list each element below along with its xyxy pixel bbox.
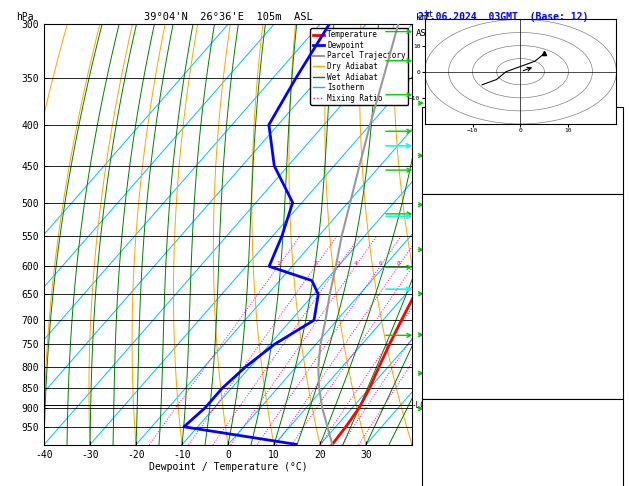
Text: 14.7: 14.7 bbox=[594, 263, 616, 272]
Text: 22.6: 22.6 bbox=[594, 234, 616, 243]
Legend: Temperature, Dewpoint, Parcel Trajectory, Dry Adiabat, Wet Adiabat, Isotherm, Mi: Temperature, Dewpoint, Parcel Trajectory… bbox=[311, 28, 408, 105]
Text: 0: 0 bbox=[611, 380, 616, 388]
Text: km: km bbox=[416, 13, 426, 22]
Text: 31: 31 bbox=[606, 146, 616, 155]
Text: Lifted Index: Lifted Index bbox=[428, 321, 493, 330]
Title: 39°04'N  26°36'E  105m  ASL: 39°04'N 26°36'E 105m ASL bbox=[143, 12, 313, 22]
X-axis label: Dewpoint / Temperature (°C): Dewpoint / Temperature (°C) bbox=[148, 462, 308, 472]
Text: θₑ (K): θₑ (K) bbox=[428, 467, 460, 476]
Text: CIN (J): CIN (J) bbox=[428, 380, 465, 388]
Text: 6: 6 bbox=[432, 200, 437, 209]
Text: hPa: hPa bbox=[16, 12, 34, 22]
Text: Pressure (mb): Pressure (mb) bbox=[428, 438, 498, 447]
Text: 4: 4 bbox=[353, 261, 357, 266]
Text: © weatheronline.co.uk: © weatheronline.co.uk bbox=[470, 472, 574, 481]
Text: 326: 326 bbox=[600, 467, 616, 476]
Text: 3: 3 bbox=[337, 261, 340, 266]
Text: 27.06.2024  03GMT  (Base: 12): 27.06.2024 03GMT (Base: 12) bbox=[418, 12, 589, 22]
Text: 1: 1 bbox=[276, 261, 280, 266]
Text: CAPE (J): CAPE (J) bbox=[428, 350, 471, 359]
Bar bbox=[421, 107, 623, 194]
Text: 2: 2 bbox=[432, 369, 437, 378]
Text: 1: 1 bbox=[432, 404, 437, 413]
Text: Most Unstable: Most Unstable bbox=[487, 409, 557, 417]
Text: 6: 6 bbox=[611, 321, 616, 330]
Text: 8: 8 bbox=[396, 261, 400, 266]
Text: 1.51: 1.51 bbox=[594, 175, 616, 184]
Text: K: K bbox=[428, 117, 433, 126]
Text: ASL: ASL bbox=[416, 29, 431, 38]
Text: -LCL: -LCL bbox=[412, 400, 430, 410]
Text: 4: 4 bbox=[432, 289, 437, 298]
Text: PW (cm): PW (cm) bbox=[428, 175, 465, 184]
Text: 3: 3 bbox=[432, 330, 437, 339]
Text: Totals Totals: Totals Totals bbox=[428, 146, 498, 155]
Text: 8: 8 bbox=[432, 99, 437, 107]
Bar bbox=[421, 194, 623, 399]
Text: 326: 326 bbox=[600, 292, 616, 301]
Text: 5: 5 bbox=[432, 245, 437, 254]
Text: 0: 0 bbox=[611, 350, 616, 359]
Text: Mixing Ratio (g/kg): Mixing Ratio (g/kg) bbox=[455, 183, 464, 286]
Bar bbox=[421, 399, 623, 486]
Text: θₑ(K): θₑ(K) bbox=[428, 292, 455, 301]
Text: Dewp (°C): Dewp (°C) bbox=[428, 263, 476, 272]
Text: 6: 6 bbox=[378, 261, 382, 266]
Text: 2: 2 bbox=[313, 261, 317, 266]
Text: Temp (°C): Temp (°C) bbox=[428, 234, 476, 243]
Text: 999: 999 bbox=[600, 438, 616, 447]
Text: 6: 6 bbox=[611, 117, 616, 126]
Text: 7: 7 bbox=[432, 151, 437, 160]
Text: kt: kt bbox=[425, 10, 434, 19]
Text: Surface: Surface bbox=[503, 205, 541, 213]
